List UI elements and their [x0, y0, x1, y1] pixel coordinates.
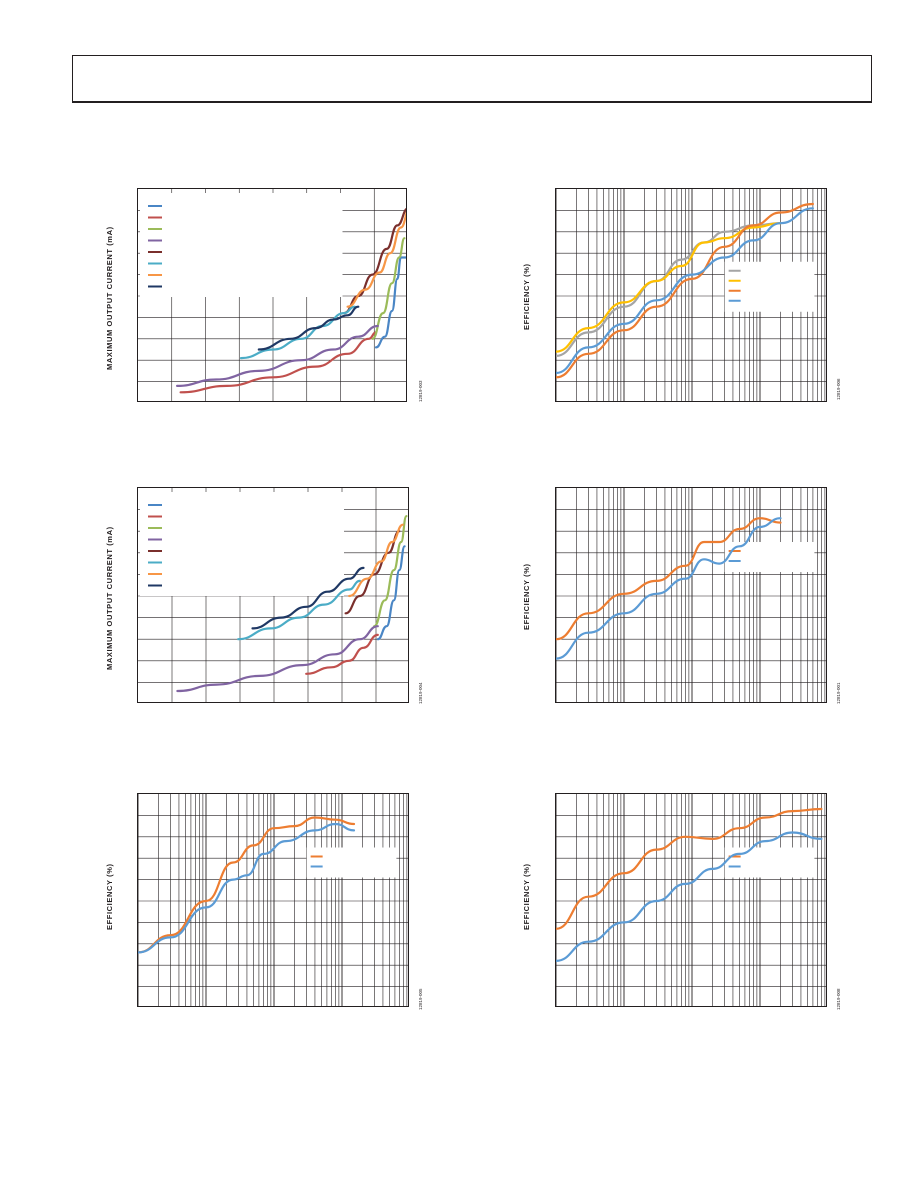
chart-svg	[556, 488, 826, 702]
chart-svg	[556, 794, 826, 1006]
gridlines	[138, 794, 408, 1006]
y-axis-label: MAXIMUM OUTPUT CURRENT (mA)	[105, 226, 114, 370]
series-line-1	[556, 807, 823, 930]
series-line-5	[344, 530, 401, 615]
chart-svg	[556, 189, 826, 401]
series-line-8	[257, 305, 360, 351]
chart-svg	[138, 189, 406, 401]
series-line-2	[556, 831, 823, 962]
series-line-3	[373, 515, 408, 628]
figure-id: 12819-006	[836, 378, 841, 400]
figure-id: 12819-004	[418, 682, 423, 704]
series-line-1	[376, 545, 406, 641]
series-line-1	[556, 517, 782, 641]
y-axis-label: EFFICIENCY (%)	[522, 563, 531, 630]
plot-area	[555, 188, 827, 402]
series-line-6	[239, 305, 356, 360]
figure-id: 12819-003	[418, 380, 423, 402]
legend-box	[140, 492, 344, 596]
series-line-8	[251, 566, 365, 630]
series-line-6	[237, 579, 361, 641]
chart-svg	[138, 488, 408, 702]
series-line-1	[556, 222, 782, 357]
plot-area	[137, 487, 409, 703]
series-line-4	[176, 625, 379, 693]
y-axis-label: EFFICIENCY (%)	[522, 863, 531, 930]
page-header	[72, 55, 872, 103]
plot-area	[555, 793, 827, 1007]
series-line-2	[305, 633, 379, 675]
legend-box	[306, 847, 397, 878]
series-line-7	[346, 211, 406, 308]
gridlines	[556, 488, 826, 702]
series-line-4	[556, 207, 814, 375]
series-line-1	[374, 256, 406, 349]
plot-area	[555, 487, 827, 703]
series-line-2	[138, 822, 356, 954]
y-axis-label: MAXIMUM OUTPUT CURRENT (mA)	[105, 526, 114, 670]
y-axis-label: EFFICIENCY (%)	[522, 263, 531, 330]
series-line-2	[179, 331, 378, 394]
series-line-7	[348, 523, 404, 598]
series-line-3	[371, 237, 406, 340]
legend-box	[724, 847, 815, 878]
chart-svg	[138, 794, 408, 1006]
series-line-1	[138, 816, 356, 954]
series-line-4	[176, 324, 379, 387]
figure-id: 12819-005	[418, 988, 423, 1010]
plot-area	[137, 793, 409, 1007]
plot-area	[137, 188, 407, 402]
y-axis-label: EFFICIENCY (%)	[105, 863, 114, 930]
legend-box	[140, 193, 343, 297]
legend-box	[724, 261, 815, 312]
figure-id: 12819-001	[836, 682, 841, 704]
series-line-3	[556, 202, 814, 379]
series-line-2	[556, 517, 782, 660]
gridlines	[556, 794, 826, 1006]
figure-id: 12819-008	[836, 988, 841, 1010]
